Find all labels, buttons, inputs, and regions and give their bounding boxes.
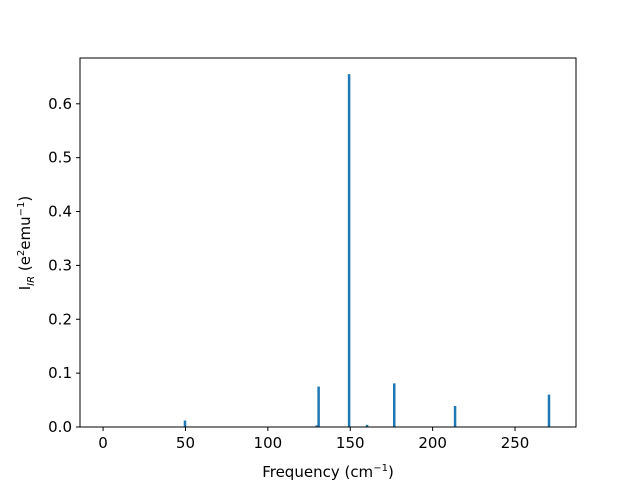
bar-0: [183, 420, 187, 427]
y-tick-label-4: 0.4: [48, 203, 72, 221]
bar-1: [315, 425, 319, 427]
y-tick-label-3: 0.3: [48, 256, 72, 274]
y-axis-ticks: 0.0 0.1 0.2 0.3 0.4 0.5 0.6: [48, 95, 80, 436]
y-axis-label-sup1: 2: [16, 250, 27, 256]
y-axis-label-sub: IR: [26, 276, 37, 286]
bar-5: [393, 383, 396, 427]
bars-layer: [183, 74, 551, 427]
y-axis-label: IIR (e2emu−1): [16, 196, 37, 291]
y-tick-label-1: 0.1: [48, 364, 72, 382]
y-axis-label-base: I: [16, 286, 34, 290]
bar-2: [317, 386, 320, 427]
x-tick-label-1: 50: [176, 434, 195, 452]
y-tick-label-6: 0.6: [48, 95, 72, 113]
y-tick-label-0: 0.0: [48, 418, 72, 436]
x-axis-ticks: 0 50 100 150 200 250: [98, 427, 529, 452]
y-tick-label-2: 0.2: [48, 310, 72, 328]
y-axis-label-sup2: −1: [16, 202, 27, 217]
x-tick-label-0: 0: [98, 434, 108, 452]
x-axis-label-end: ): [388, 463, 394, 480]
x-tick-label-2: 100: [254, 434, 283, 452]
bar-3: [347, 74, 351, 427]
bar-7: [547, 394, 551, 427]
x-axis-label-sup: −1: [373, 463, 388, 474]
x-tick-label-3: 150: [336, 434, 365, 452]
x-tick-label-4: 200: [418, 434, 447, 452]
x-tick-label-5: 250: [501, 434, 530, 452]
y-axis-label-mid2: emu: [16, 216, 34, 249]
y-axis-label-mid: (e: [16, 256, 34, 276]
bar-6: [453, 405, 457, 427]
y-tick-label-5: 0.5: [48, 149, 72, 167]
plot-frame: [79, 57, 577, 428]
y-axis-label-end: ): [16, 196, 34, 202]
x-axis-label: Frequency (cm−1): [262, 463, 394, 480]
x-axis-label-base: Frequency (cm: [262, 463, 373, 480]
bar-4: [365, 424, 369, 427]
